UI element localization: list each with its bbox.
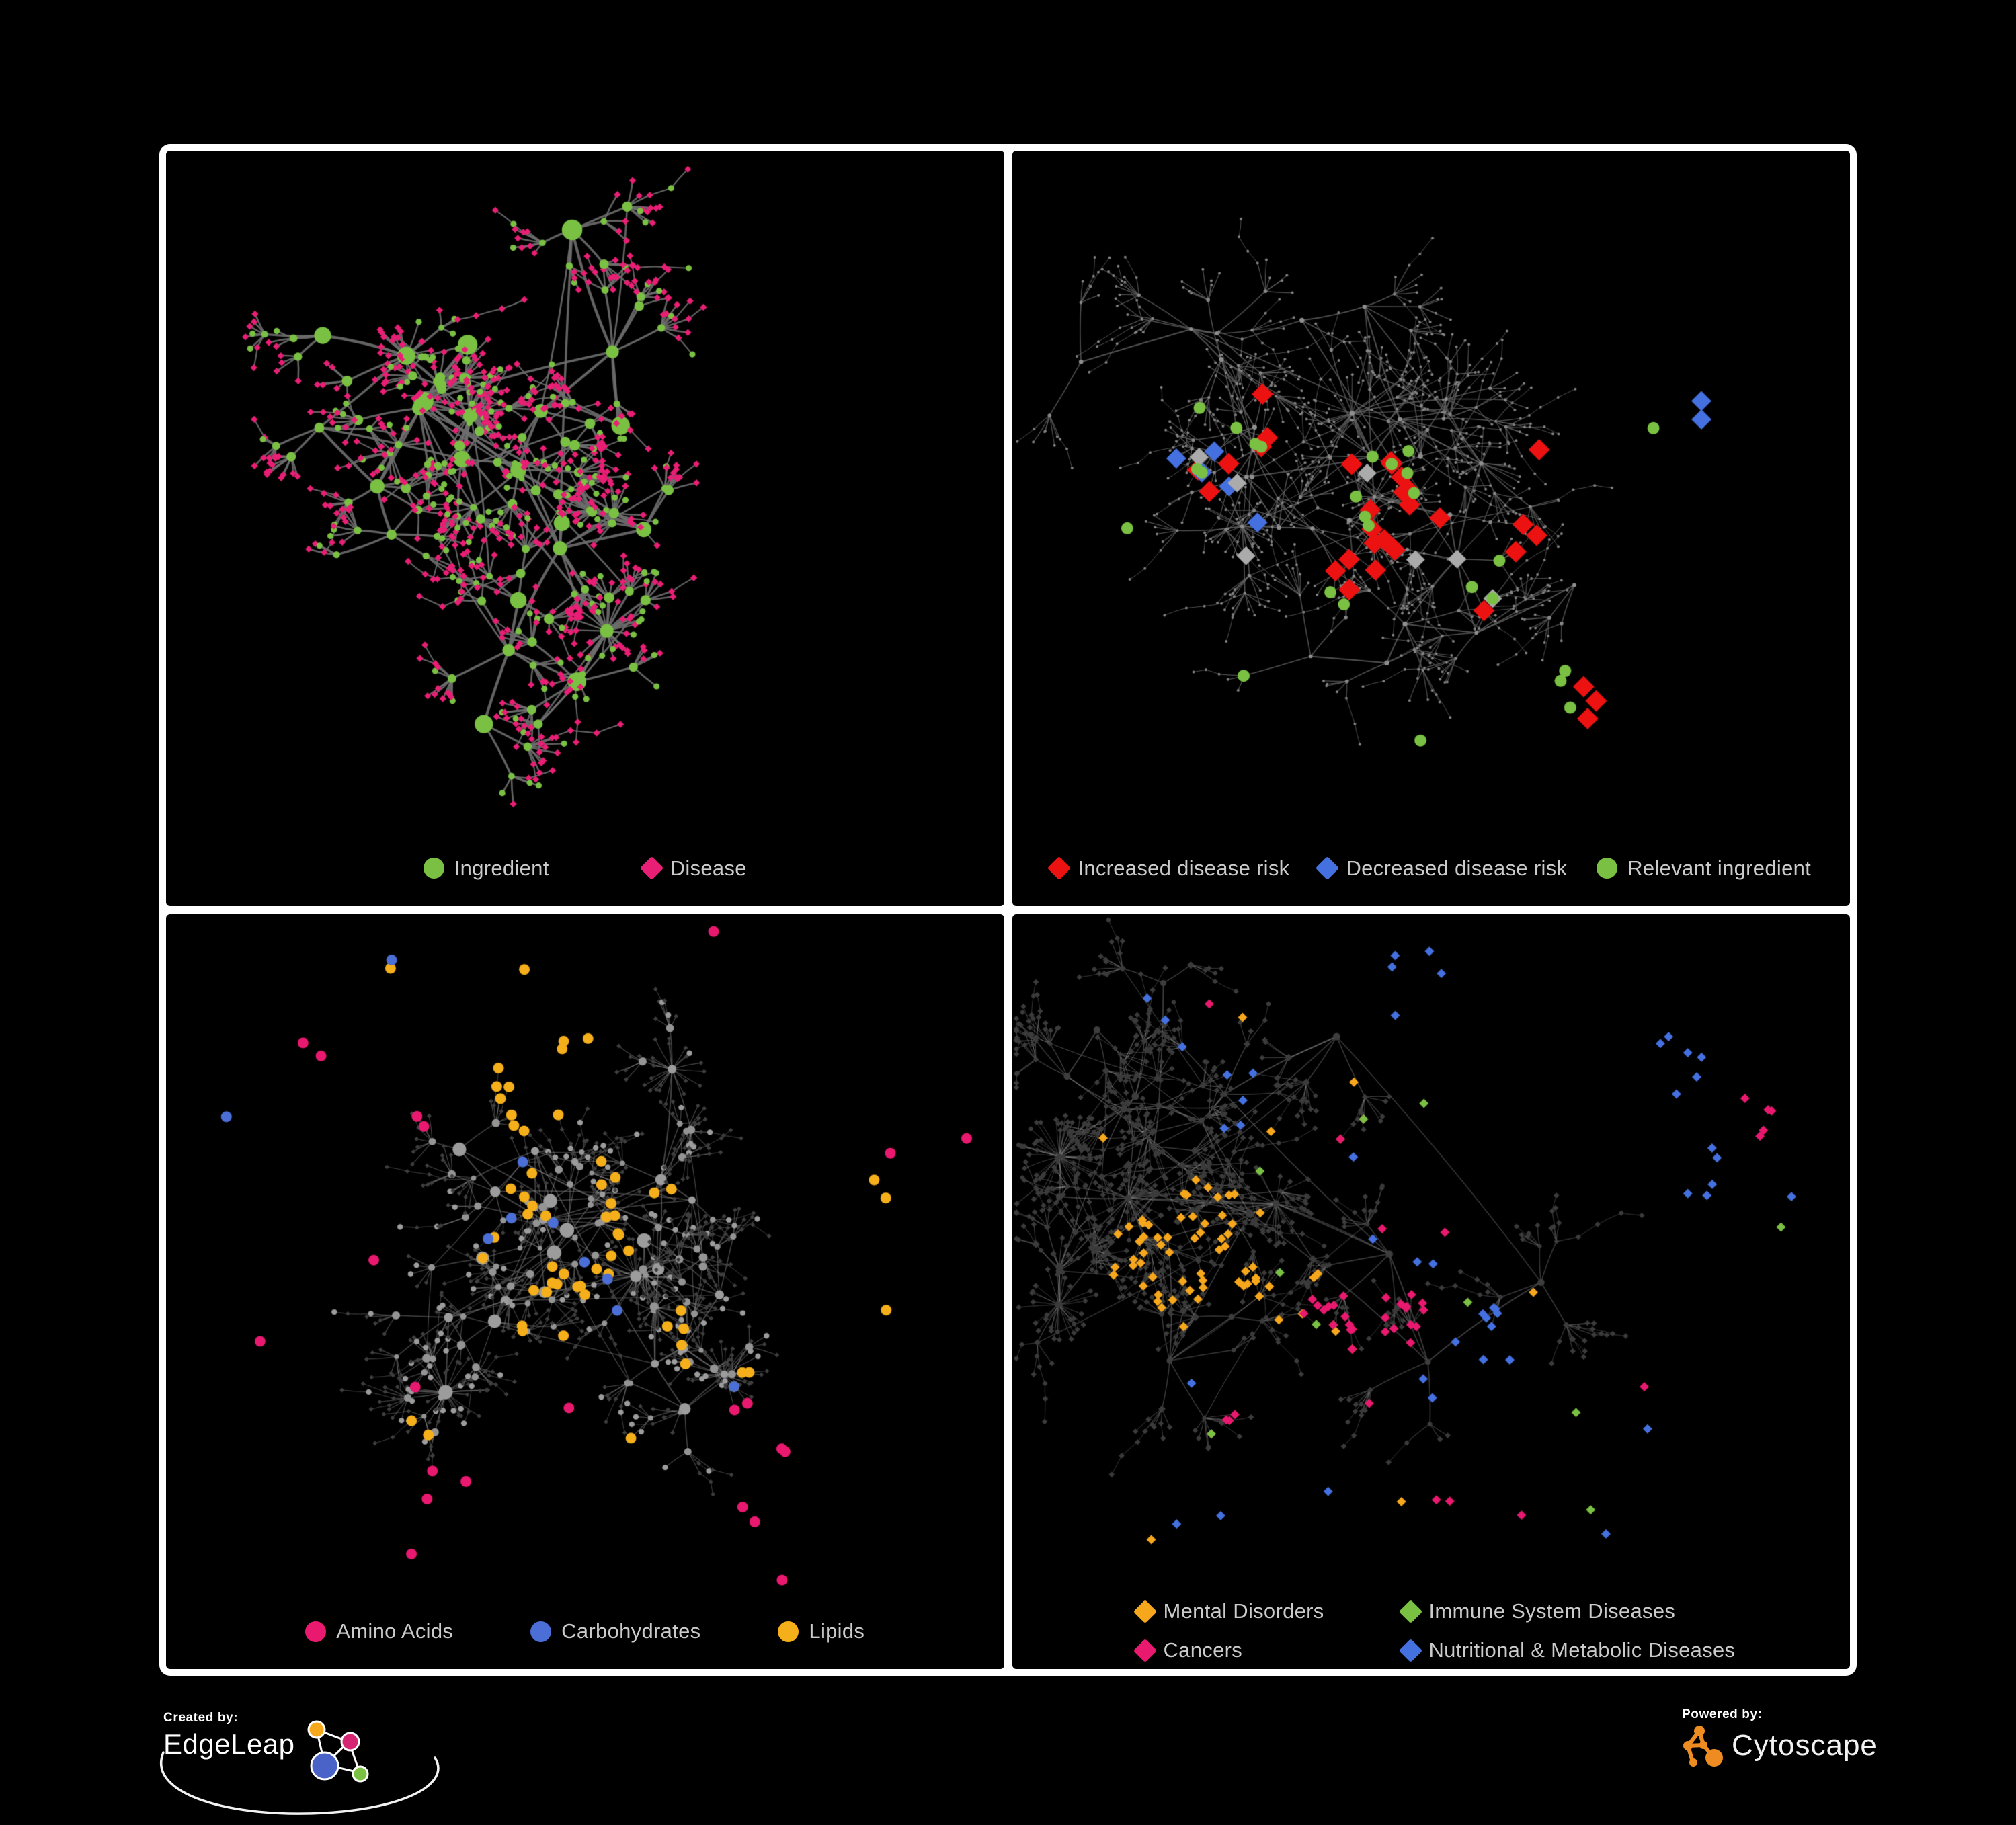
network-canvas-disease-risk — [1012, 151, 1850, 831]
legend-nutrient-classes: Amino Acids Carbohydrates Lipids — [166, 1594, 1004, 1669]
panel-disease-classes: Mental Disorders Immune System Diseases Ca… — [1012, 914, 1850, 1669]
legend-swatch-diamond-icon — [1316, 856, 1340, 881]
cytoscape-wordmark: Cytoscape — [1732, 1729, 1878, 1762]
legend-swatch-diamond-icon — [1133, 1599, 1157, 1623]
edgeleap-swoosh — [160, 1751, 440, 1815]
cytoscape-logo-icon — [1683, 1726, 1723, 1767]
legend-item: Mental Disorders — [1133, 1599, 1324, 1623]
edgeleap-wordmark: EdgeLeap — [163, 1728, 295, 1760]
legend-label: Amino Acids — [336, 1619, 454, 1643]
panel-nutrient-classes: Amino Acids Carbohydrates Lipids — [166, 914, 1004, 1669]
legend-label: Carbohydrates — [561, 1619, 701, 1643]
legend-item: Amino Acids — [305, 1619, 453, 1644]
legend-swatch-diamond-icon — [1133, 1638, 1157, 1662]
legend-item: Immune System Diseases — [1398, 1599, 1676, 1623]
legend-swatch-diamond-icon — [1047, 856, 1072, 881]
legend-item: Ingredient — [423, 856, 549, 881]
legend-swatch-circle-icon — [305, 1621, 327, 1642]
legend-label: Cancers — [1163, 1638, 1243, 1662]
legend-item: Cancers — [1133, 1638, 1243, 1662]
created-by-label: Created by: — [163, 1711, 239, 1725]
legend-label: Immune System Diseases — [1428, 1599, 1676, 1623]
legend-label: Relevant ingredient — [1627, 856, 1812, 880]
legend-item: Increased disease risk — [1047, 856, 1290, 881]
legend-item: Nutritional & Metabolic Diseases — [1398, 1638, 1736, 1662]
legend-label: Increased disease risk — [1078, 856, 1290, 880]
panel-ingredient-disease: Ingredient Disease — [166, 151, 1004, 906]
legend-label: Disease — [670, 856, 747, 880]
network-canvas-nutrient-classes — [166, 914, 1004, 1594]
legend-swatch-circle-icon — [423, 858, 444, 879]
legend-label: Lipids — [809, 1619, 865, 1643]
legend-item: Relevant ingredient — [1597, 856, 1811, 881]
panel-grid: Ingredient Disease Increased disease risk… — [159, 144, 1857, 1676]
created-by-block: Created by: EdgeLeap — [160, 1711, 567, 1825]
legend-swatch-diamond-icon — [1398, 1638, 1422, 1662]
legend-label: Decreased disease risk — [1346, 856, 1568, 880]
legend-item: Lipids — [778, 1619, 864, 1644]
edgeleap-logo-icon — [307, 1720, 369, 1783]
legend-item: Disease — [639, 856, 747, 881]
network-canvas-ingredient-disease — [166, 151, 1004, 831]
legend-swatch-circle-icon — [778, 1621, 799, 1642]
legend-label: Ingredient — [454, 856, 549, 880]
legend-ingredient-disease: Ingredient Disease — [166, 831, 1004, 906]
legend-disease-risk: Increased disease risk Decreased disease … — [1012, 831, 1851, 906]
legend-swatch-circle-icon — [530, 1621, 552, 1642]
legend-item: Carbohydrates — [530, 1619, 700, 1644]
powered-by-label: Powered by: — [1682, 1707, 1763, 1721]
legend-swatch-diamond-icon — [1398, 1599, 1422, 1623]
powered-by-block: Powered by: Cytoscape — [1682, 1707, 1878, 1767]
legend-swatch-circle-icon — [1597, 858, 1618, 879]
legend-item: Decreased disease risk — [1316, 856, 1568, 881]
legend-swatch-diamond-icon — [639, 856, 663, 881]
network-canvas-disease-classes — [1012, 914, 1850, 1594]
legend-label: Nutritional & Metabolic Diseases — [1428, 1638, 1736, 1662]
panel-disease-risk: Increased disease risk Decreased disease … — [1012, 151, 1851, 906]
legend-disease-classes: Mental Disorders Immune System Diseases Ca… — [1133, 1599, 1736, 1662]
legend-label: Mental Disorders — [1163, 1599, 1324, 1623]
